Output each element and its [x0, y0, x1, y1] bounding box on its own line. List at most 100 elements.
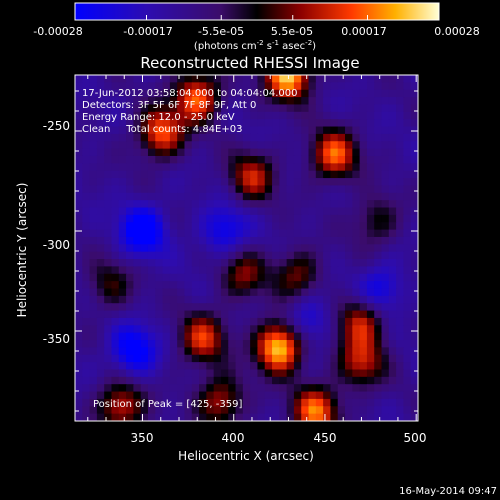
heatmap-pixel [345, 295, 353, 304]
heatmap-pixel [279, 75, 288, 83]
heatmap-pixel [330, 384, 339, 393]
heatmap-pixel [345, 369, 353, 378]
heatmap-pixel [352, 104, 361, 113]
heatmap-pixel [89, 222, 98, 231]
heatmap-pixel [301, 200, 310, 209]
heatmap-pixel [293, 273, 302, 282]
heatmap-pixel [286, 236, 295, 245]
heatmap-pixel [279, 266, 288, 275]
heatmap-pixel [388, 303, 397, 312]
heatmap-pixel [286, 317, 295, 326]
heatmap-pixel [293, 148, 302, 157]
heatmap-pixel [264, 281, 273, 290]
heatmap-pixel [388, 310, 397, 319]
heatmap-pixel [293, 126, 302, 135]
heatmap-pixel [352, 200, 361, 209]
heatmap-pixel [301, 192, 310, 201]
heatmap-pixel [388, 207, 397, 216]
heatmap-pixel [82, 75, 91, 83]
heatmap-pixel [279, 369, 288, 378]
heatmap-pixel [352, 317, 361, 326]
heatmap-pixel [213, 222, 222, 231]
heatmap-pixel [388, 126, 397, 135]
heatmap-pixel [242, 310, 251, 319]
heatmap-pixel [199, 141, 207, 150]
heatmap-pixel [257, 384, 266, 393]
heatmap-pixel [352, 111, 361, 120]
y-tick-label: -250 [43, 119, 70, 133]
heatmap-pixel [155, 200, 164, 209]
heatmap-pixel [89, 97, 98, 106]
heatmap-pixel [279, 259, 288, 268]
heatmap-pixel [410, 406, 418, 415]
heatmap-pixel [75, 155, 83, 164]
heatmap-pixel [155, 244, 164, 253]
heatmap-pixel [279, 82, 288, 91]
heatmap-pixel [264, 295, 273, 304]
heatmap-pixel [279, 214, 288, 223]
heatmap-pixel [301, 332, 310, 341]
heatmap-pixel [133, 222, 142, 231]
heatmap-pixel [126, 251, 134, 260]
heatmap-pixel [374, 295, 383, 304]
heatmap-pixel [337, 362, 346, 371]
heatmap-pixel [264, 354, 273, 363]
heatmap-pixel [96, 163, 105, 172]
heatmap-pixel [228, 111, 237, 120]
heatmap-pixel [410, 266, 418, 275]
heatmap-pixel [184, 398, 193, 407]
heatmap-pixel [330, 236, 339, 245]
heatmap-pixel [396, 200, 405, 209]
heatmap-pixel [213, 185, 222, 194]
heatmap-pixel [104, 97, 113, 106]
heatmap-pixel [352, 251, 361, 260]
heatmap-pixel [177, 398, 186, 407]
heatmap-pixel [177, 222, 186, 231]
heatmap-pixel [126, 303, 134, 312]
heatmap-pixel [220, 354, 229, 363]
heatmap-pixel [220, 185, 229, 194]
heatmap-pixel [104, 75, 113, 83]
heatmap-pixel [257, 266, 266, 275]
heatmap-pixel [374, 354, 383, 363]
heatmap-pixel [228, 97, 237, 106]
heatmap-pixel [286, 155, 295, 164]
heatmap-pixel [272, 303, 280, 312]
heatmap-pixel [410, 376, 418, 385]
heatmap-pixel [242, 119, 251, 128]
heatmap-pixel [228, 126, 237, 135]
heatmap-pixel [155, 133, 164, 142]
heatmap-pixel [213, 119, 222, 128]
heatmap-pixel [184, 244, 193, 253]
heatmap-pixel [264, 288, 273, 297]
heatmap-pixel [147, 214, 156, 223]
heatmap-pixel [388, 236, 397, 245]
heatmap-pixel [96, 413, 105, 421]
y-tick-label: -350 [43, 332, 70, 346]
heatmap-pixel [410, 141, 418, 150]
heatmap-pixel [118, 295, 127, 304]
heatmap-pixel [410, 111, 418, 120]
heatmap-pixel [315, 82, 324, 91]
heatmap-pixel [374, 244, 383, 253]
heatmap-pixel [235, 303, 244, 312]
heatmap-pixel [388, 229, 397, 238]
heatmap-pixel [330, 97, 339, 106]
heatmap-pixel [374, 229, 383, 238]
heatmap-pixel [410, 236, 418, 245]
heatmap-pixel [96, 89, 105, 98]
heatmap-pixel [82, 148, 91, 157]
heatmap-pixel [388, 332, 397, 341]
heatmap-pixel [118, 200, 127, 209]
heatmap-pixel [403, 236, 412, 245]
heatmap-pixel [89, 317, 98, 326]
heatmap-pixel [155, 192, 164, 201]
heatmap-pixel [126, 89, 134, 98]
heatmap-pixel [272, 281, 280, 290]
heatmap-pixel [147, 141, 156, 150]
heatmap-pixel [410, 413, 418, 421]
heatmap-pixel [111, 97, 120, 106]
heatmap-pixel [89, 303, 98, 312]
heatmap-pixel [286, 288, 295, 297]
heatmap-pixel [140, 325, 149, 334]
